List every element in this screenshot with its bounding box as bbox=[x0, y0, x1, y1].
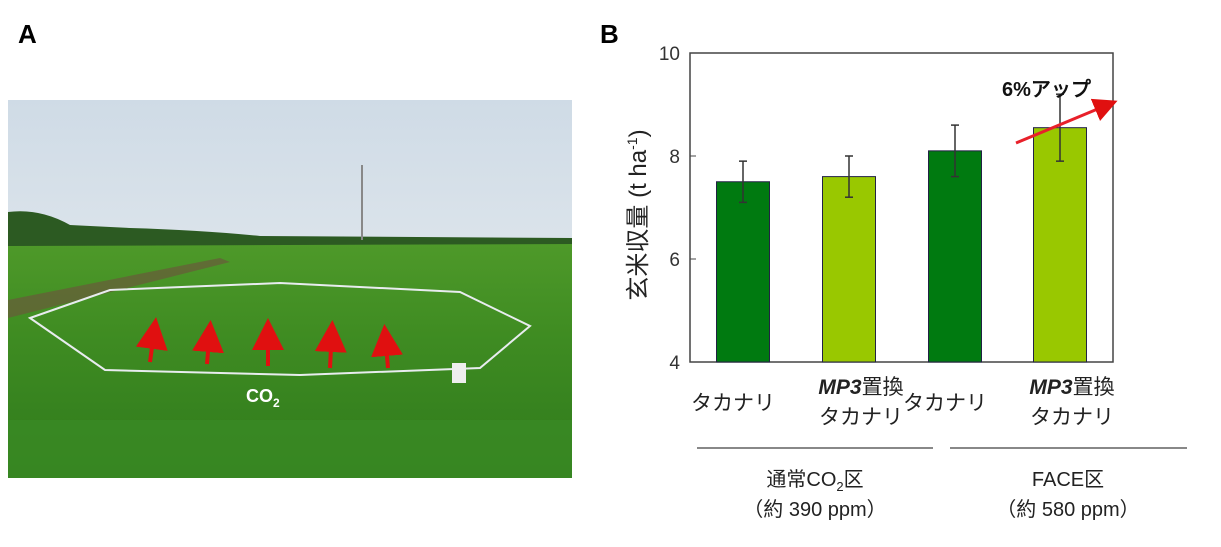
co2-arrow bbox=[314, 320, 347, 369]
category-label: MP3置換 bbox=[1029, 376, 1114, 399]
co2-arrow bbox=[192, 320, 224, 365]
increase-arrow bbox=[1015, 98, 1118, 145]
group-label: FACE区 bbox=[1032, 469, 1104, 491]
bar bbox=[928, 150, 982, 363]
category-label: タカナリ bbox=[903, 392, 987, 415]
bar bbox=[716, 181, 770, 363]
co2-arrow bbox=[135, 317, 168, 363]
panel-label-a: A bbox=[18, 19, 37, 49]
co2-arrows bbox=[135, 317, 403, 369]
y-tick-label: 10 bbox=[659, 44, 680, 65]
group-sublabel: （約 580 ppm） bbox=[996, 498, 1139, 521]
co2-label: CO2 bbox=[246, 386, 280, 410]
annotation-label: 6%アップ bbox=[1002, 78, 1092, 101]
y-tick-label: 6 bbox=[669, 250, 680, 271]
y-tick-label: 8 bbox=[669, 147, 680, 168]
category-label-line2: タカナリ bbox=[1030, 406, 1114, 429]
group-label: 通常CO2区 bbox=[766, 468, 863, 494]
group-sublabel: （約 390 ppm） bbox=[743, 498, 886, 521]
panel-label-b: B bbox=[600, 19, 619, 49]
plot-area bbox=[689, 52, 1114, 363]
category-label: MP3置換 bbox=[818, 376, 903, 399]
bar bbox=[1033, 127, 1087, 363]
y-axis-label: 玄米収量 (t ha-1) bbox=[624, 129, 652, 300]
category-label: タカナリ bbox=[691, 392, 775, 415]
field-photo bbox=[8, 100, 572, 478]
y-tick-label: 4 bbox=[669, 353, 680, 374]
category-label-line2: タカナリ bbox=[819, 406, 903, 429]
bar bbox=[822, 176, 876, 363]
co2-arrow bbox=[371, 324, 403, 369]
